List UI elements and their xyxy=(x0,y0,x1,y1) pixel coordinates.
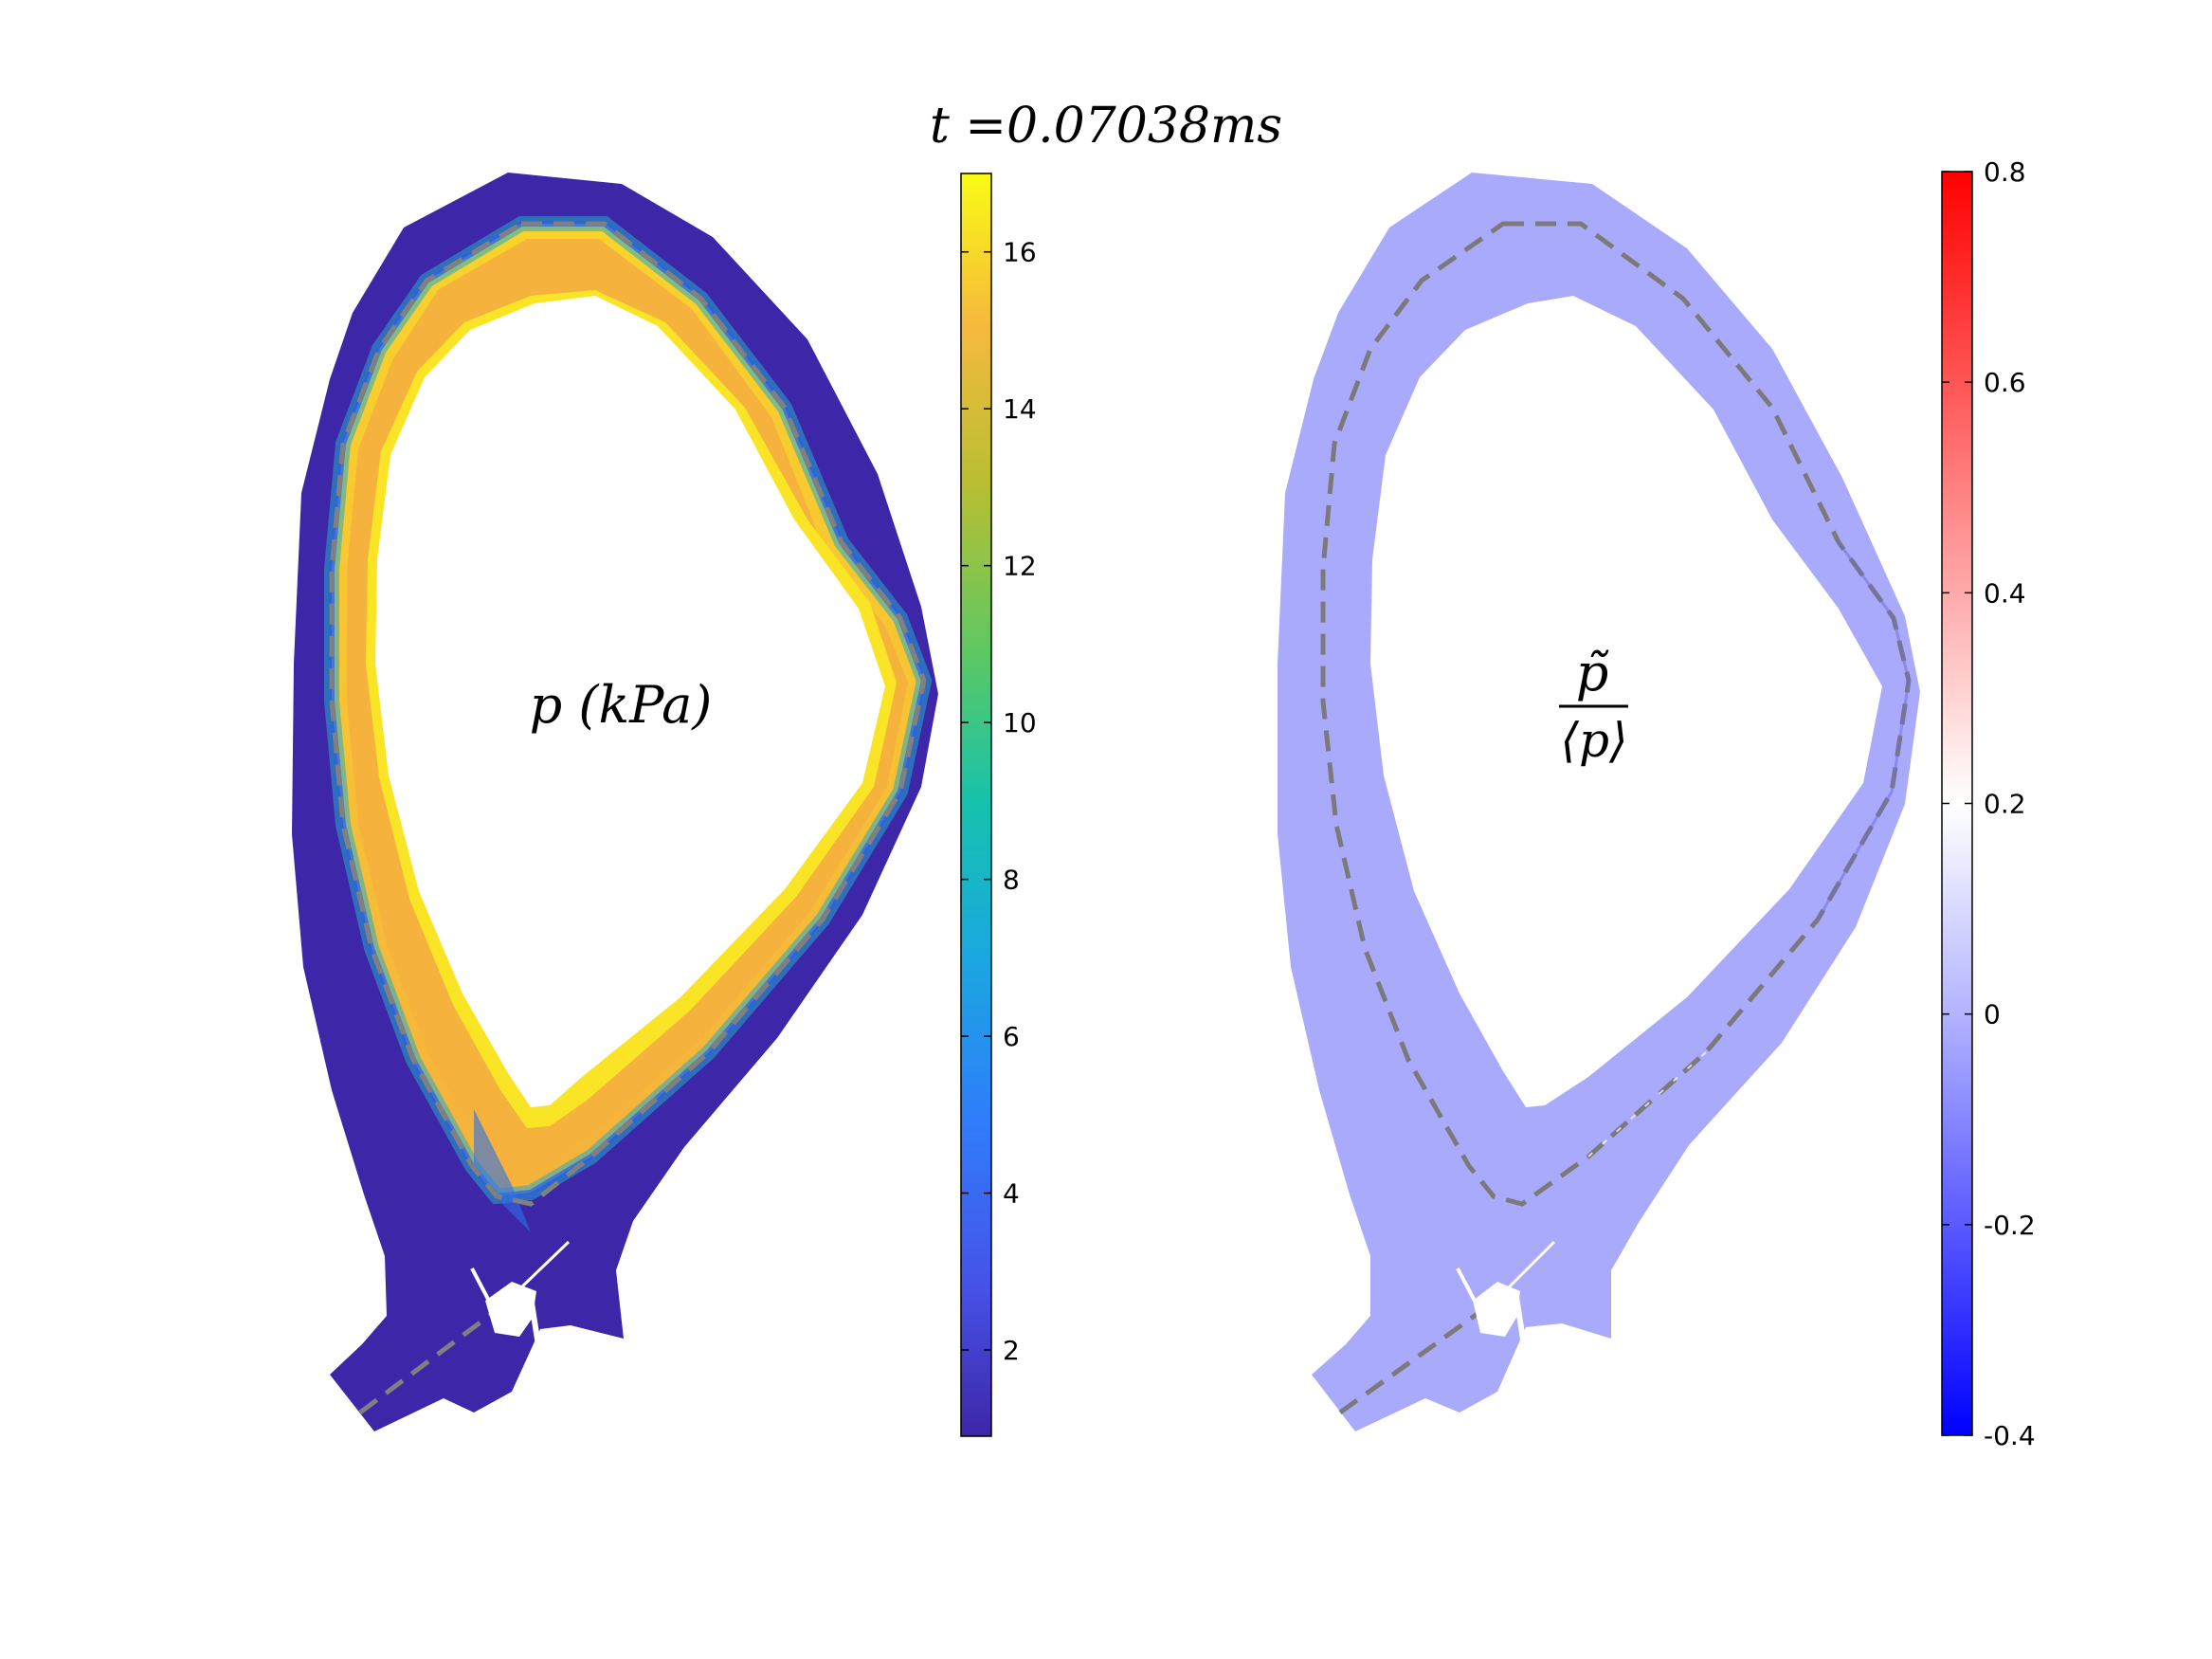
pressure-separatrix xyxy=(329,221,927,1207)
fluctuation-hollow-core xyxy=(1370,296,1882,1107)
pressure-colorbar-tick-label: 8 xyxy=(1003,865,1020,896)
fluctuation-colorbar-tick-label: -0.4 xyxy=(1984,1420,2036,1451)
figure-title: t =0.07038ms xyxy=(930,98,1282,155)
fluctuation-colorbar-tick-label: 0.2 xyxy=(1984,789,2026,820)
pressure-hollow-core xyxy=(375,296,885,1107)
pressure-colorbar-tick-label: 12 xyxy=(1003,551,1037,582)
fluctuation-label-numerator: p̃ xyxy=(1576,643,1609,702)
pressure-colorbar-bar xyxy=(960,173,992,1437)
fluctuation-panel: p̃ ⟨p⟩ xyxy=(1278,173,1920,1431)
pressure-colorbar-tick-label: 10 xyxy=(1003,707,1037,738)
fluctuation-colorbar-tick-label: 0.4 xyxy=(1984,577,2026,609)
fluctuation-colorbar-tick-label: 0 xyxy=(1984,999,2001,1030)
fluctuation-colorbar-tick-label: -0.2 xyxy=(1984,1210,2036,1241)
pressure-colorbar-tick-label: 2 xyxy=(1003,1335,1020,1366)
pressure-colorbar-tick-label: 6 xyxy=(1003,1021,1020,1052)
fluctuation-separatrix xyxy=(1320,221,1912,1207)
pressure-xpoint-cut xyxy=(485,1282,536,1337)
pressure-label: p (kPa) xyxy=(530,675,713,735)
pressure-colorbar-ticks: 2 4 6 8 10 12 14 16 xyxy=(961,237,1037,1366)
fluctuation-colorbar-ticks: -0.4 -0.2 0 0.2 0.4 0.6 0.8 xyxy=(1942,156,2036,1451)
fluctuation-colorbar-tick-label: 0.8 xyxy=(1984,156,2026,188)
fluctuation-colorbar-tick-label: 0.6 xyxy=(1984,367,2026,398)
fluctuation-label-denominator: ⟨p⟩ xyxy=(1560,713,1627,768)
pressure-colorbar-tick-label: 4 xyxy=(1003,1178,1020,1210)
pressure-colorbar: 2 4 6 8 10 12 14 16 xyxy=(960,173,1037,1437)
pressure-colorbar-tick-label: 14 xyxy=(1003,393,1037,425)
pressure-colorbar-tick-label: 16 xyxy=(1003,237,1037,268)
fluctuation-colorbar: -0.4 -0.2 0 0.2 0.4 0.6 0.8 xyxy=(1941,156,2036,1451)
pressure-panel: p (kPa) xyxy=(292,173,938,1431)
